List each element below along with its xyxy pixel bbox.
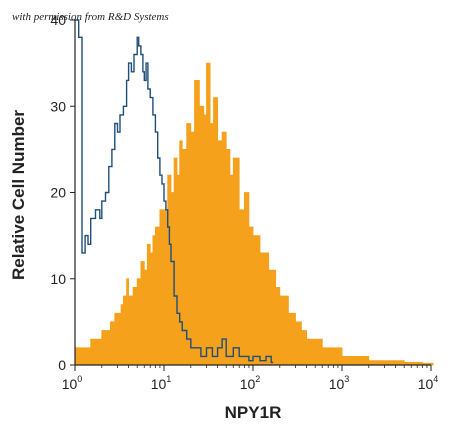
y-tick-label: 40 (50, 12, 66, 28)
permission-watermark: with permission from R&D Systems (12, 11, 169, 23)
y-axis-title: Relative Cell Number (9, 110, 28, 280)
y-tick-label: 0 (58, 357, 66, 373)
x-tick-label: 101 (151, 374, 172, 392)
y-tick-label: 20 (50, 185, 66, 201)
y-tick-label: 10 (50, 271, 66, 287)
x-tick-label: 104 (418, 374, 439, 392)
outline-histogram-series (75, 19, 274, 364)
x-tick-label: 100 (62, 374, 83, 392)
x-ticks: 100 101 102 103 104 (62, 365, 439, 392)
x-axis-title: NPY1R (225, 403, 282, 422)
y-tick-label: 30 (50, 98, 66, 114)
filled-histogram-series (74, 62, 434, 366)
x-tick-label: 103 (329, 374, 350, 392)
x-tick-label: 102 (240, 374, 261, 392)
y-ticks: 0 10 20 30 40 (50, 12, 75, 373)
plot-area (74, 19, 434, 366)
